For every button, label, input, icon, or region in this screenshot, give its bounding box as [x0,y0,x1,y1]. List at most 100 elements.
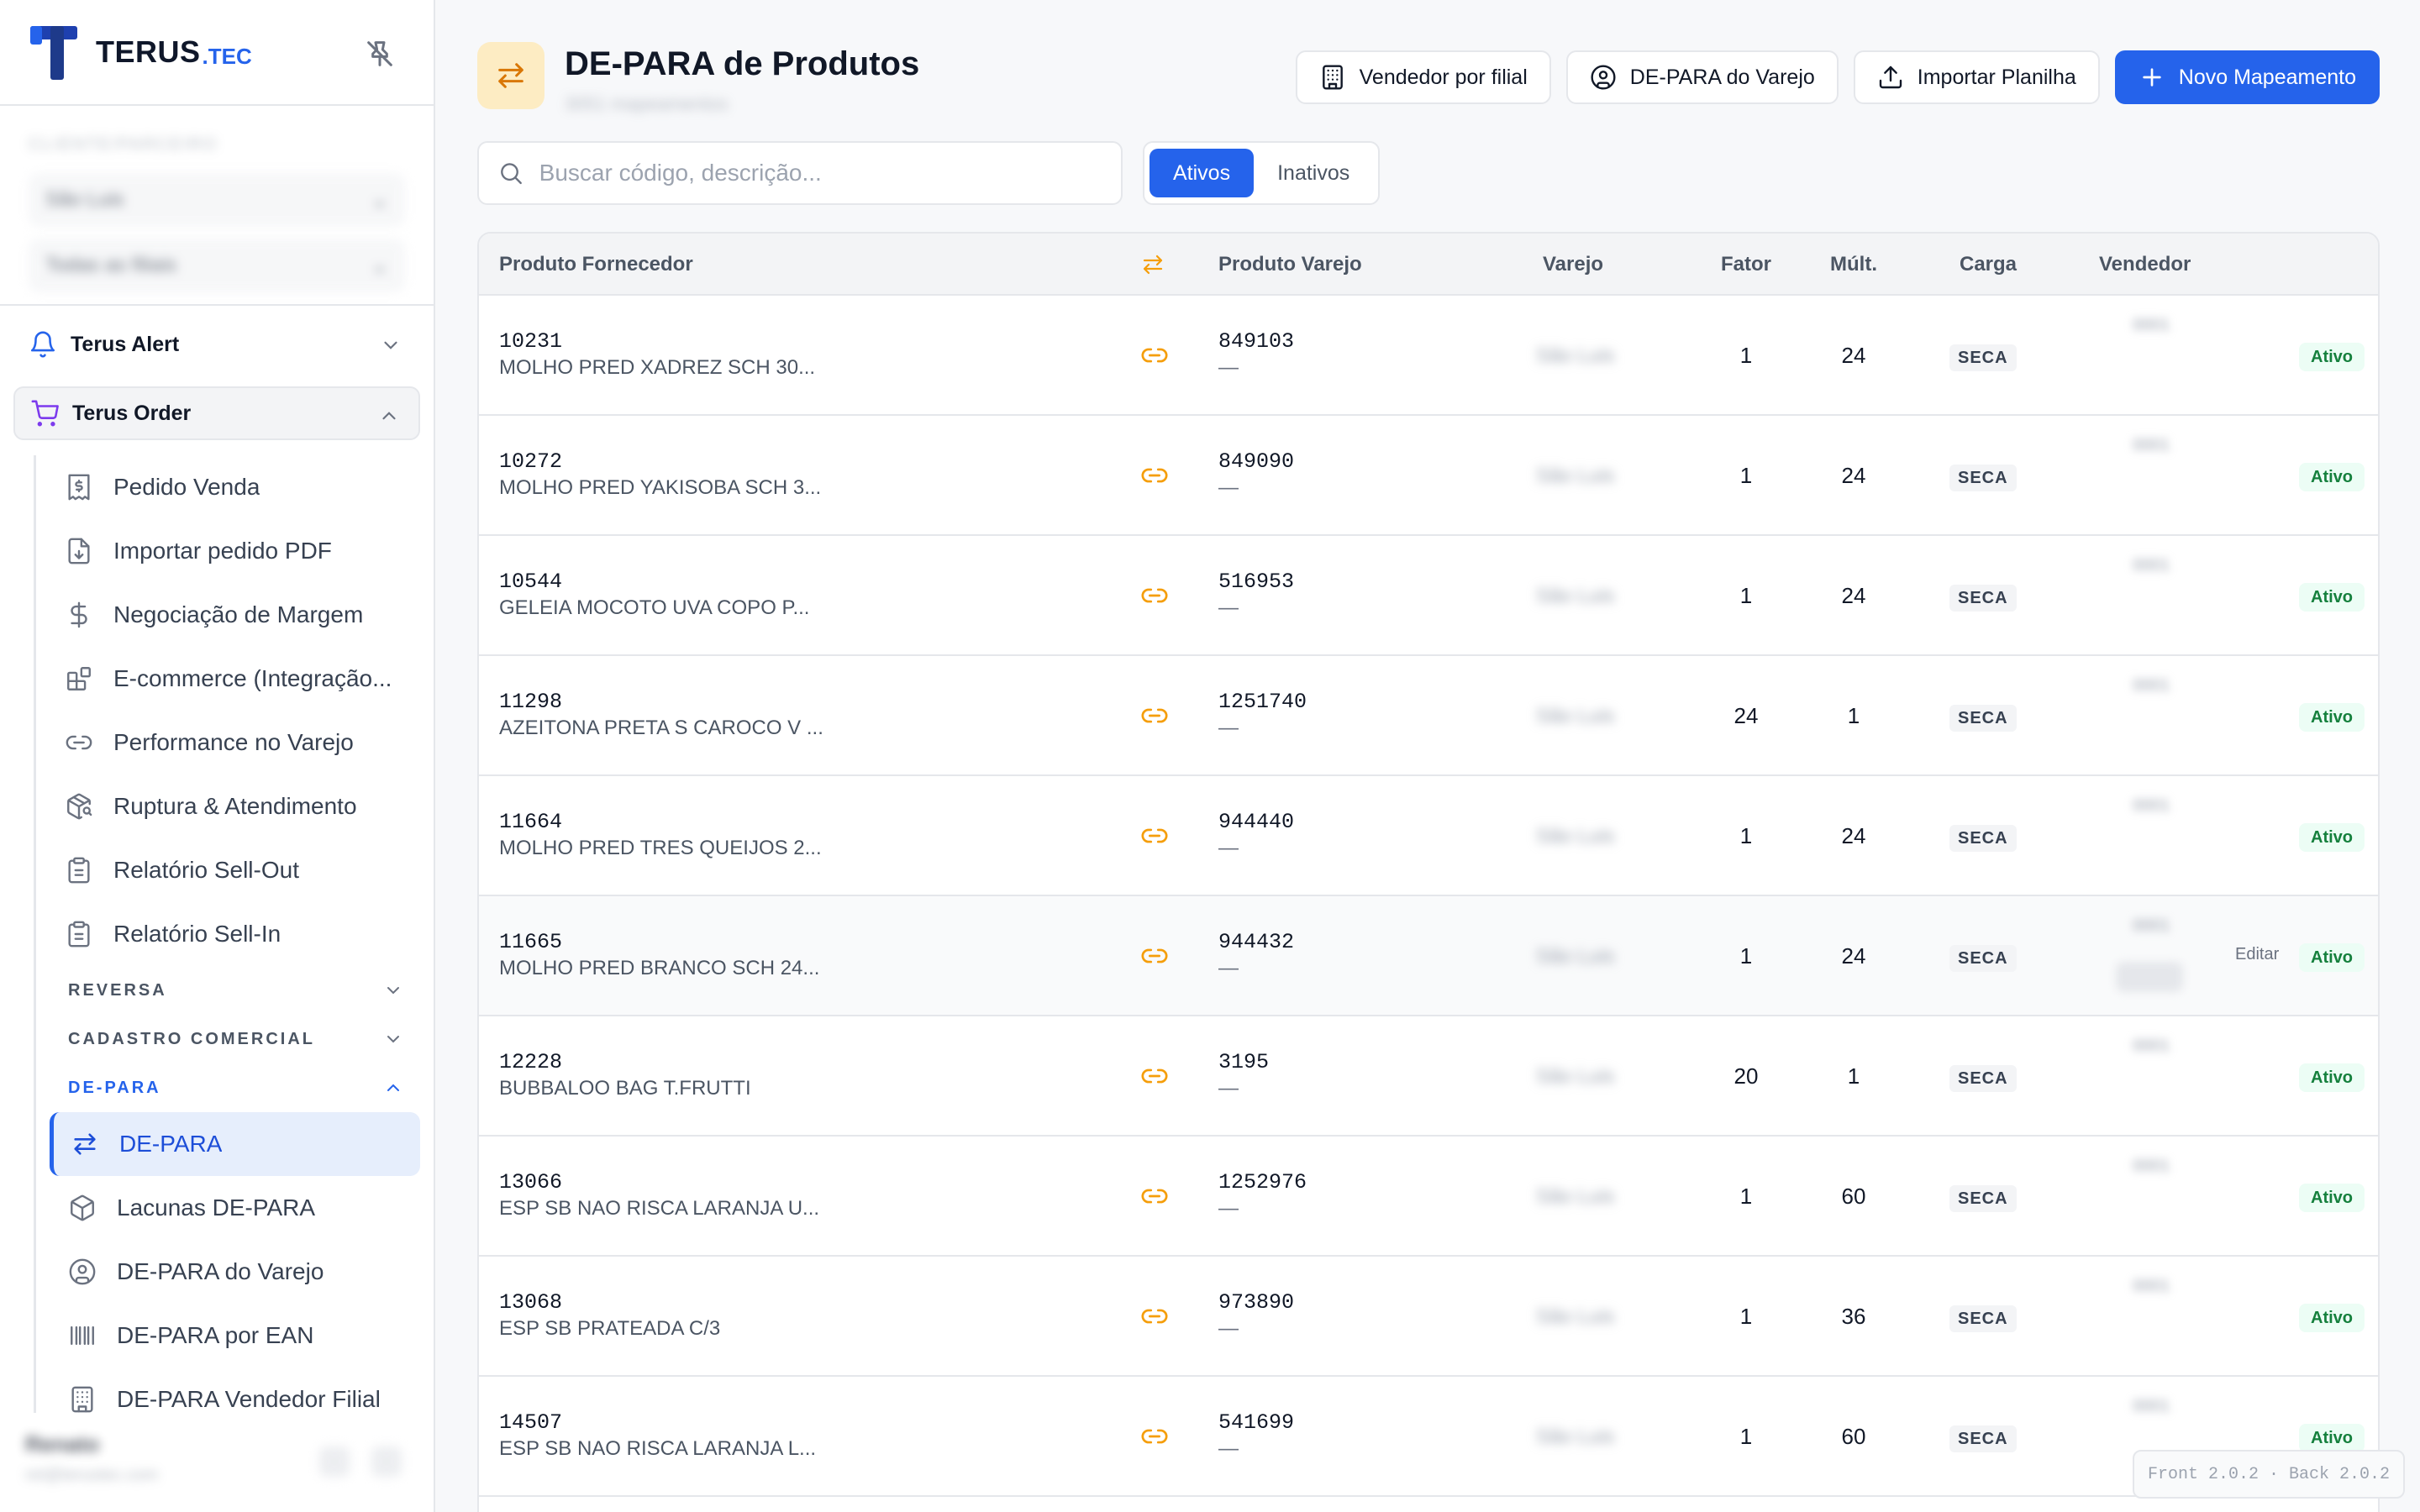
settings-icon[interactable] [319,1446,350,1477]
main-content: DE-PARA de Produtos 3051 mapeamentos Ven… [437,0,2420,1512]
sidebar-item-lacunas-depara[interactable]: Lacunas DE-PARA [50,1176,420,1240]
sidebar-item-depara-varejo[interactable]: DE-PARA do Varejo [50,1240,420,1304]
col-header-carga[interactable]: Carga [1960,253,2018,276]
vendedor-select[interactable] [2116,962,2183,992]
link-icon[interactable] [1140,1302,1169,1331]
col-header-vendedor[interactable]: Vendedor [2099,253,2191,276]
filter-inativos-button[interactable]: Inativos [1277,160,1350,185]
vendedor-filial-button[interactable]: Vendedor por filial [1295,50,1551,104]
sidebar-item-ruptura-atendimento[interactable]: Ruptura & Atendimento [46,774,420,838]
org-select[interactable]: São Luis ⌄ [29,173,405,227]
sidebar-item-label: Pedido Venda [113,474,260,500]
section-label: DE-PARA [68,1078,161,1097]
importar-planilha-button[interactable]: Importar Planilha [1853,50,2100,104]
edit-button[interactable]: Editar [2235,945,2280,963]
table-row[interactable]: 11665 MOLHO PRED BRANCO SCH 24... 944432 — S… [479,896,2378,1016]
retailer-name: São Luis [1536,465,1615,487]
link-icon[interactable] [1140,942,1169,970]
link-icon[interactable] [1140,822,1169,850]
col-header-mult[interactable]: Múlt. [1830,253,1877,276]
table-row[interactable]: 13068 ESP SB PRATEADA C/3 973890— São Luis 1… [479,1257,2378,1377]
supplier-description: AZEITONA PRETA S CAROCO V ... [499,717,823,739]
supplier-code: 14507 [499,1410,563,1435]
user-actions [319,1446,402,1477]
sidebar-item-negociacao-margem[interactable]: Negociação de Margem [46,583,420,647]
sidebar-item-sell-in[interactable]: Relatório Sell-In [46,902,420,966]
building-icon [1319,64,1346,91]
col-header-produto-fornecedor[interactable]: Produto Fornecedor [499,253,693,276]
carga-badge: SECA [1949,705,2017,732]
nav-group-terus-order[interactable]: Terus Order [13,386,420,440]
sidebar-item-depara-ean[interactable]: DE-PARA por EAN [50,1304,420,1368]
link-icon[interactable] [1140,1062,1169,1090]
table-row[interactable]: 13066 ESP SB NAO RISCA LARANJA U... 125297… [479,1137,2378,1257]
table-row[interactable]: 11298 AZEITONA PRETA S CAROCO V ... 125174… [479,656,2378,776]
search-input[interactable] [539,160,1102,186]
search-box[interactable] [477,141,1123,205]
status-badge: Ativo [2299,703,2365,732]
user-footer: Renato ret@terustec.com [0,1413,434,1512]
link-icon[interactable] [1140,581,1169,610]
col-header-produto-varejo[interactable]: Produto Varejo [1218,253,1362,276]
supplier-description: MOLHO PRED BRANCO SCH 24... [499,957,820,979]
button-label: Vendedor por filial [1359,65,1528,89]
table-row[interactable]: 10544 GELEIA MOCOTO UVA COPO P... 516953— S… [479,536,2378,656]
link-icon[interactable] [1140,461,1169,490]
retail-description: — [1218,717,1239,739]
section-cadastro-comercial[interactable]: CADASTRO COMERCIAL [46,1015,420,1063]
logout-icon[interactable] [371,1446,402,1477]
fator-value: 1 [1739,943,1753,969]
terus-logo[interactable] [30,23,77,81]
table-row[interactable]: 12228 BUBBALOO BAG T.FRUTTI 3195 — São Luis 2… [479,1016,2378,1137]
filter-ativos-button[interactable]: Ativos [1150,149,1255,197]
retail-code: 3195 [1218,1050,1270,1074]
table-row[interactable]: 10231 MOLHO PRED XADREZ SCH 30... 849103— S… [479,296,2378,416]
col-header-fator[interactable]: Fator [1721,253,1771,276]
table-row[interactable]: 11664 MOLHO PRED TRES QUEIJOS 2... 944440 —… [479,776,2378,896]
sidebar-item-label: Lacunas DE-PARA [117,1194,316,1221]
novo-mapeamento-button[interactable]: Novo Mapeamento [2114,50,2380,104]
section-reversa[interactable]: REVERSA [46,966,420,1015]
retail-description: — [1218,837,1239,859]
table-row[interactable]: 10272 MOLHO PRED YAKISOBA SCH 3... 849090—… [479,416,2378,536]
sidebar-item-ecommerce[interactable]: E-commerce (Integração... [46,647,420,711]
status-badge: Ativo [2299,823,2365,852]
button-label: Importar Planilha [1917,65,2076,89]
carga-badge: SECA [1949,945,2017,972]
status-badge: Ativo [2299,1304,2365,1332]
link-icon[interactable] [1140,341,1169,370]
sidebar-item-pedido-venda[interactable]: Pedido Venda [46,455,420,519]
page-header: DE-PARA de Produtos 3051 mapeamentos [477,42,919,115]
filial-select[interactable]: Todas as filiais ⌄ [29,239,405,292]
table-row[interactable]: 14507 ESP SB NAO RISCA LARANJA L... 541699… [479,1377,2378,1497]
sidebar-item-sell-out[interactable]: Relatório Sell-Out [46,838,420,902]
sidebar-item-depara[interactable]: DE-PARA [50,1112,420,1176]
fator-value: 1 [1739,463,1753,488]
nav-group-terus-alert[interactable]: Terus Alert [13,318,420,371]
status-badge: Ativo [2299,1424,2365,1452]
supplier-code: 11665 [499,930,563,954]
link-icon[interactable] [1140,1182,1169,1210]
section-depara[interactable]: DE-PARA [46,1063,420,1112]
sidebar-nav: Terus Alert Terus Order Pedido Venda Imp… [0,306,434,1443]
depara-varejo-button[interactable]: DE-PARA do Varejo [1565,50,1839,104]
col-header-varejo[interactable]: Varejo [1543,253,1604,276]
retail-description: — [1218,957,1239,979]
supplier-code: 12228 [499,1050,563,1074]
sidebar-item-importar-pdf[interactable]: Importar pedido PDF [46,519,420,583]
status-filter-toggle: Ativos Inativos [1143,141,1381,205]
sidebar-item-depara-vendedor-filial[interactable]: DE-PARA Vendedor Filial [50,1368,420,1431]
retail-code: 541699 [1218,1410,1295,1435]
link-icon[interactable] [1140,1422,1169,1451]
user-name: Renato [25,1431,100,1457]
vendedor-value: 0001 [2133,1397,2170,1415]
pin-off-icon[interactable] [363,37,397,71]
link-icon[interactable] [1140,701,1169,730]
retailer-name: São Luis [1536,945,1615,968]
retail-description: — [1218,1437,1239,1460]
retail-description: — [1218,1317,1239,1340]
status-badge: Ativo [2299,343,2365,371]
page-title: DE-PARA de Produtos [565,45,920,82]
sidebar-item-label: Negociação de Margem [113,601,364,627]
sidebar-item-performance-varejo[interactable]: Performance no Varejo [46,711,420,774]
